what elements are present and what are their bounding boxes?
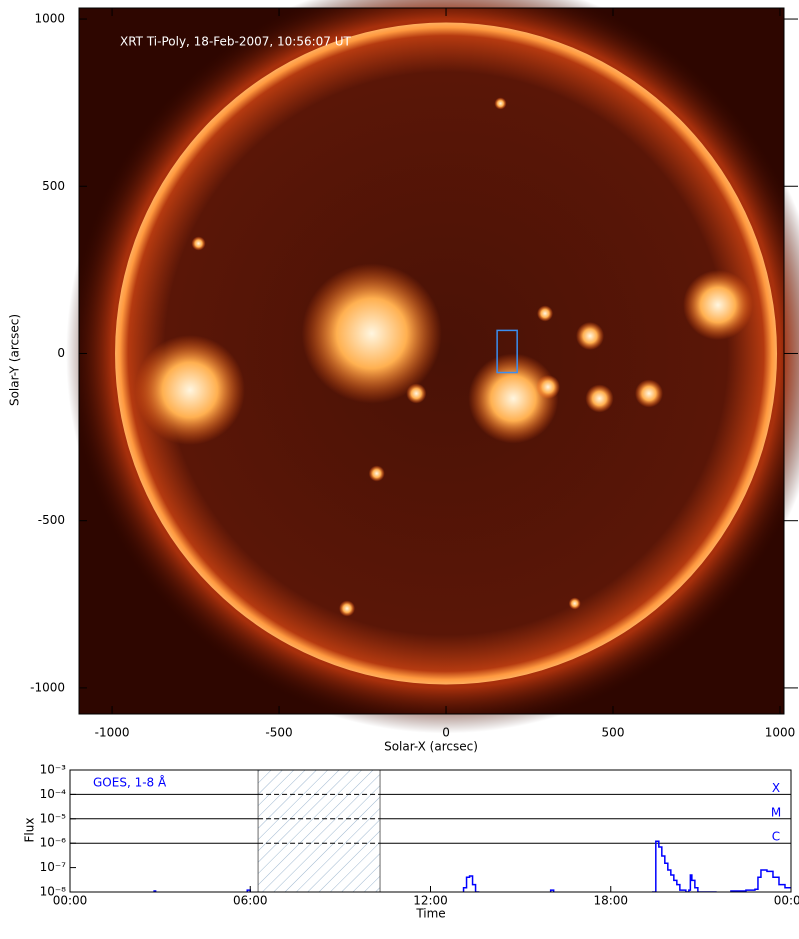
level-label: C [772, 830, 780, 844]
y-tick-label: 1000 [34, 12, 65, 26]
x-axis-label: Solar-X (arcsec) [384, 740, 478, 754]
x-tick-label: 500 [602, 726, 625, 740]
active-region [301, 263, 442, 404]
x-axis-label: Time [415, 907, 445, 921]
active-region [191, 236, 206, 251]
x-tick-label: 1000 [765, 726, 796, 740]
shaded-interval [257, 769, 381, 893]
active-region [683, 270, 753, 340]
y-tick-label: -500 [38, 513, 65, 527]
y-tick-label: 10⁻⁵ [40, 811, 67, 825]
y-tick-label: 10⁻³ [40, 763, 67, 777]
level-label: M [771, 805, 781, 819]
active-region [536, 375, 560, 399]
annotation: XRT Ti-Poly, 18-Feb-2007, 10:56:07 UT [120, 35, 352, 49]
y-tick-label: 10⁻⁷ [40, 860, 67, 874]
x-tick-label: 06:00 [233, 894, 268, 908]
y-tick-label: 10⁻⁸ [40, 885, 67, 899]
y-axis-label: Flux [23, 818, 37, 843]
level-label: X [772, 781, 780, 795]
active-region [568, 597, 581, 610]
y-tick-label: -1000 [30, 680, 65, 694]
active-region [537, 305, 554, 322]
y-tick-label: 10⁻⁴ [40, 787, 67, 801]
frame [69, 769, 792, 893]
x-tick-label: -500 [265, 726, 292, 740]
x-tick-label: 0 [442, 726, 450, 740]
annotation: GOES, 1-8 Å [93, 775, 167, 790]
y-tick-label: 500 [42, 179, 65, 193]
active-region [576, 322, 604, 350]
x-tick-label: 00:00 [774, 894, 799, 908]
active-region [585, 384, 614, 413]
active-region [135, 335, 245, 445]
active-region [468, 353, 559, 444]
y-tick-label: 0 [57, 346, 65, 360]
region-box [496, 329, 518, 374]
active-region [634, 379, 663, 408]
x-tick-label: -1000 [95, 726, 130, 740]
frame [78, 7, 785, 715]
x-tick-label: 12:00 [413, 894, 448, 908]
solar-disk [115, 22, 778, 685]
active-region [494, 97, 507, 110]
x-tick-label: 18:00 [593, 894, 628, 908]
y-axis-label: Solar-Y (arcsec) [8, 314, 22, 406]
series-line [153, 840, 791, 892]
x-tick-label: 00:00 [53, 894, 88, 908]
active-region [406, 383, 427, 404]
active-region [368, 465, 385, 482]
y-tick-label: 10⁻⁶ [40, 836, 67, 850]
active-region [339, 600, 356, 617]
